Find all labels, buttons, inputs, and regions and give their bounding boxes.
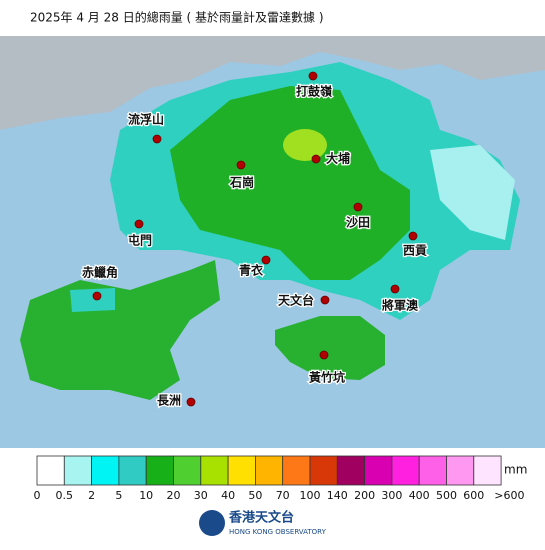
legend-swatch [336, 455, 365, 486]
legend-swatch [446, 455, 475, 486]
legend-label: 2 [88, 489, 95, 502]
station-dot [311, 154, 321, 164]
station-label: 打鼓嶺 [296, 84, 333, 99]
station-dot [390, 284, 400, 294]
station-dot [353, 202, 363, 212]
legend-label: 500 [436, 489, 457, 502]
station-dot [152, 134, 162, 144]
station-label: 石崗 [229, 175, 254, 190]
logo: 香港天文台 HONG KONG OBSERVATORY [199, 510, 327, 536]
map [0, 36, 545, 448]
legend-swatch [391, 455, 420, 486]
legend-label: 0 [34, 489, 41, 502]
station-dot [408, 231, 418, 241]
station-label: 沙田 [346, 216, 370, 230]
station-dot [320, 295, 330, 305]
lantau [20, 260, 220, 400]
legend-swatch [473, 455, 502, 486]
shenzhen [0, 36, 545, 130]
legend-label: 5 [115, 489, 122, 502]
logo-name: 香港天文台 [228, 510, 294, 526]
legend-label: 140 [327, 489, 348, 502]
hk-island [275, 316, 385, 380]
legend-swatch [118, 455, 147, 486]
station-label: 流浮山 [128, 112, 164, 127]
station-dot [261, 255, 271, 265]
legend-label: 20 [167, 489, 181, 502]
station-label: 大埔 [326, 151, 350, 166]
station-label: 黃竹坑 [308, 370, 345, 385]
legend-unit: mm [504, 463, 527, 477]
legend-swatch [364, 455, 393, 486]
legend-label: 400 [409, 489, 430, 502]
legend-label: 30 [194, 489, 208, 502]
station-dot [236, 160, 246, 170]
station-label: 長洲 [157, 393, 181, 408]
station-dot [319, 350, 329, 360]
legend-label: 0.5 [56, 489, 74, 502]
station-label: 青衣 [239, 263, 263, 278]
legend-swatch [254, 455, 284, 486]
legend-swatch [418, 455, 447, 486]
station-dot [186, 397, 196, 407]
rain-max [283, 129, 327, 161]
legend-swatch [282, 455, 311, 486]
logo-mark [199, 510, 225, 536]
station-label: 將軍澳 [382, 298, 419, 313]
legend-label: 10 [139, 489, 153, 502]
legend-label: 600 [463, 489, 484, 502]
station-label: 西貢 [403, 244, 427, 258]
legend-label: >600 [494, 489, 524, 502]
station-label: 天文台 [278, 293, 314, 308]
legend: 0 0.5 2 5 10 20 30 40 50 70 100 140 200 300 400 500 600 >… [34, 455, 524, 502]
station-label: 屯門 [128, 233, 152, 248]
legend-label: 300 [381, 489, 402, 502]
station-dot [134, 219, 144, 229]
heavy-rain-area [170, 86, 410, 280]
legend-swatch [145, 455, 174, 486]
legend-label: 50 [248, 489, 262, 502]
logo-english: HONG KONG OBSERVATORY [229, 528, 327, 536]
sai-kung-east [430, 145, 515, 240]
legend-swatch [227, 455, 256, 486]
legend-label: 40 [221, 489, 235, 502]
legend-swatch [173, 455, 202, 486]
legend-swatch [91, 455, 120, 486]
map-title: 2025年 4 月 28 日的總雨量 ( 基於雨量計及雷達數據 ) [30, 10, 324, 25]
legend-swatch [36, 455, 65, 486]
station-dot [92, 291, 102, 301]
legend-label: 70 [276, 489, 290, 502]
legend-swatch [309, 455, 338, 486]
legend-label: 200 [354, 489, 375, 502]
legend-swatch [200, 455, 229, 486]
station-dot [308, 71, 318, 81]
legend-swatch [63, 455, 93, 486]
station-label: 赤鱲角 [82, 265, 118, 280]
legend-label: 100 [300, 489, 321, 502]
airport [70, 288, 115, 312]
